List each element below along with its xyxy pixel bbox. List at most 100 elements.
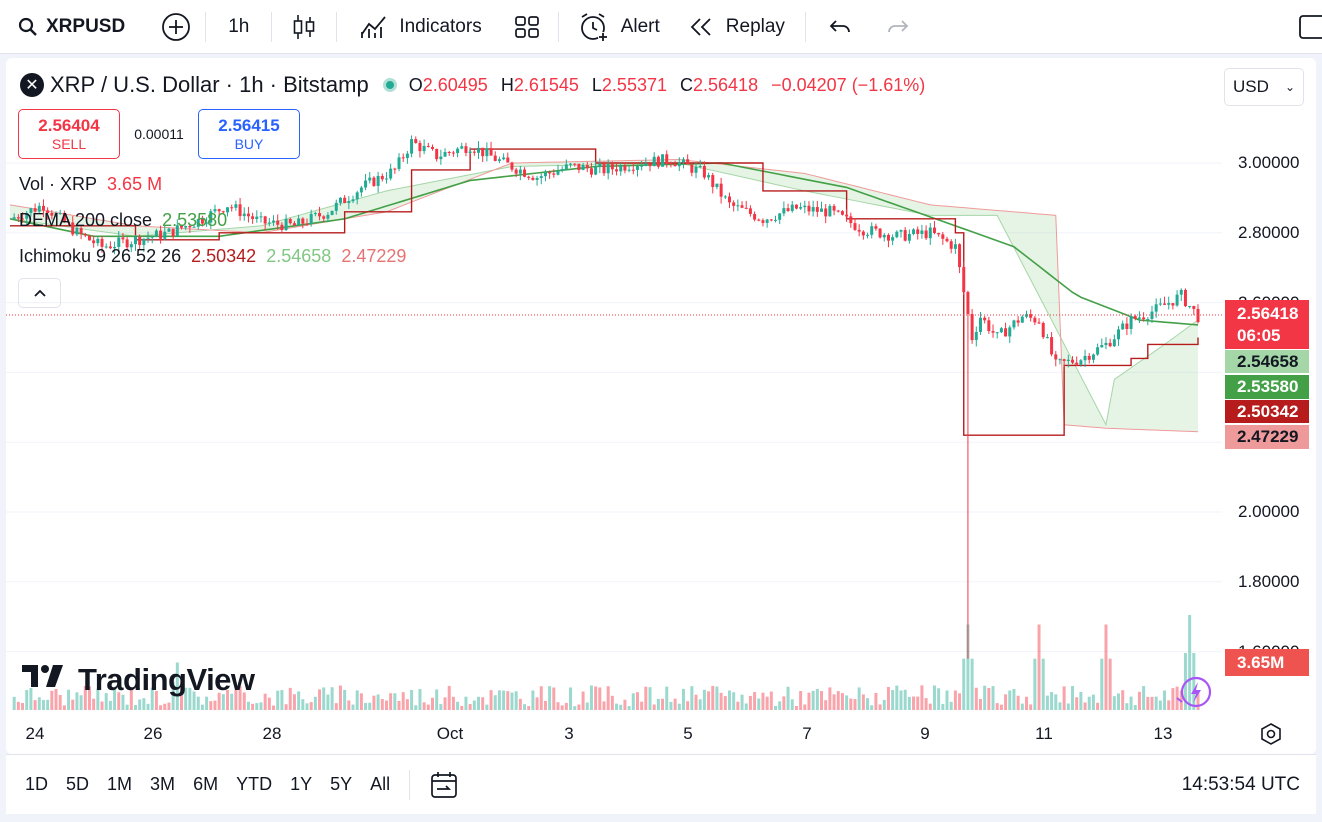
dema-tag: 2.53580 (1225, 375, 1309, 399)
candle-body (481, 147, 485, 157)
candle-body (12, 217, 16, 219)
buy-button[interactable]: 2.56415 BUY (198, 109, 300, 159)
volume-bar (401, 692, 405, 710)
volume-bar (460, 705, 464, 710)
dema-legend[interactable]: DEMA 200 close 2.53580 (19, 210, 227, 231)
chart-type-button[interactable] (272, 0, 336, 54)
volume-bar (539, 686, 543, 710)
volume-bar (698, 699, 702, 710)
range-6m[interactable]: 6M (193, 774, 219, 794)
candle-body (54, 213, 58, 216)
candle-body (623, 165, 627, 171)
candle-body (410, 139, 414, 154)
span-a-tag: 2.54658 (1225, 350, 1309, 373)
candle-body (648, 163, 652, 167)
symbol-search[interactable]: XRPUSD (0, 0, 135, 54)
high-value: 2.61545 (513, 74, 579, 95)
candle-body (828, 205, 832, 217)
candle-body (506, 157, 510, 163)
range-1d[interactable]: 1D (25, 774, 49, 794)
candle-body (1175, 294, 1179, 306)
interval-button[interactable]: 1h (206, 0, 271, 54)
ichimoku-legend[interactable]: Ichimoku 9 26 52 26 2.50342 2.54658 2.47… (19, 246, 406, 267)
redo-button[interactable] (874, 0, 922, 54)
candle-body (292, 223, 296, 226)
candle-body (288, 218, 292, 224)
candle-body (661, 154, 665, 167)
tradingview-logo[interactable]: TradingView (22, 662, 255, 698)
sell-button[interactable]: 2.56404 SELL (18, 109, 120, 159)
volume-bar (485, 704, 489, 710)
volume-bar (715, 686, 719, 710)
volume-legend[interactable]: Vol · XRP 3.65 M (19, 174, 162, 195)
range-ytd[interactable]: YTD (236, 774, 273, 794)
volume-bar (686, 701, 690, 710)
divider (271, 11, 273, 42)
currency-select[interactable]: USD ⌄ (1224, 68, 1304, 106)
volume-bar (1062, 686, 1066, 710)
go-to-date-button[interactable] (420, 765, 468, 805)
volume-bar (92, 698, 96, 710)
range-3m[interactable]: 3M (150, 774, 176, 794)
candle-body (1071, 359, 1075, 363)
volume-bar (882, 699, 886, 710)
volume-bar (924, 698, 928, 710)
volume-bar (180, 681, 184, 710)
indicators-button[interactable]: Indicators (337, 0, 495, 54)
candle-body (606, 164, 610, 174)
price-axis-label: 2.80000 (1238, 223, 1300, 242)
undo-icon (829, 19, 850, 32)
range-all[interactable]: All (370, 774, 391, 794)
volume-bar (159, 705, 163, 710)
volume-bar (1045, 695, 1049, 710)
range-5y[interactable]: 5Y (330, 774, 353, 794)
candle-body (573, 163, 577, 165)
replay-button[interactable]: Replay (674, 0, 805, 54)
compare-button[interactable] (135, 0, 205, 54)
candle-body (807, 205, 811, 212)
price-chart[interactable] (6, 58, 1316, 754)
volume-bar (21, 702, 25, 710)
volume-bar (1066, 703, 1070, 710)
candle-body (799, 207, 803, 209)
volume-bar (732, 692, 736, 710)
market-status-icon[interactable] (382, 78, 397, 92)
fullscreen-button[interactable] (1298, 0, 1322, 54)
candle-body (694, 166, 698, 173)
settings-icon[interactable] (1260, 723, 1282, 745)
volume-bar (451, 696, 455, 710)
collapse-legend-button[interactable] (18, 278, 61, 308)
alert-button[interactable]: Alert (559, 0, 674, 54)
candle-body (782, 208, 786, 214)
candle-body (1020, 316, 1024, 323)
volume-bar (736, 701, 740, 710)
lightning-icon[interactable] (1174, 676, 1214, 712)
volume-bar (272, 705, 276, 710)
time-axis-label: 9 (920, 724, 930, 743)
candle-body (196, 219, 200, 227)
layouts-button[interactable] (496, 0, 558, 54)
clock-timezone[interactable]: 14:53:54 UTC (1181, 773, 1300, 795)
divider (336, 11, 338, 42)
buy-label: BUY (234, 136, 264, 152)
volume-bar (635, 692, 639, 710)
time-axis-label: 11 (1035, 724, 1053, 743)
candle-body (560, 169, 564, 171)
range-1m[interactable]: 1M (107, 774, 133, 794)
volume-bar (447, 685, 451, 710)
volume-bar (1196, 691, 1200, 710)
chart-pane[interactable]: ✕ XRP / U.S. Dollar · 1h · Bitstamp O2.6… (6, 58, 1316, 754)
volume-bar (1024, 696, 1028, 710)
candle-body (1012, 320, 1016, 328)
range-5d[interactable]: 5D (66, 774, 90, 794)
volume-bar (1117, 693, 1121, 710)
undo-button[interactable] (806, 0, 874, 54)
candle-body (723, 196, 727, 198)
range-1y[interactable]: 1Y (290, 774, 313, 794)
candle-body (594, 166, 598, 175)
candle-body (774, 219, 778, 221)
indicators-icon (361, 15, 387, 38)
symbol-legend[interactable]: ✕ XRP / U.S. Dollar · 1h · Bitstamp O2.6… (20, 72, 933, 98)
volume-bar (113, 689, 117, 710)
volume-bar (945, 690, 949, 710)
